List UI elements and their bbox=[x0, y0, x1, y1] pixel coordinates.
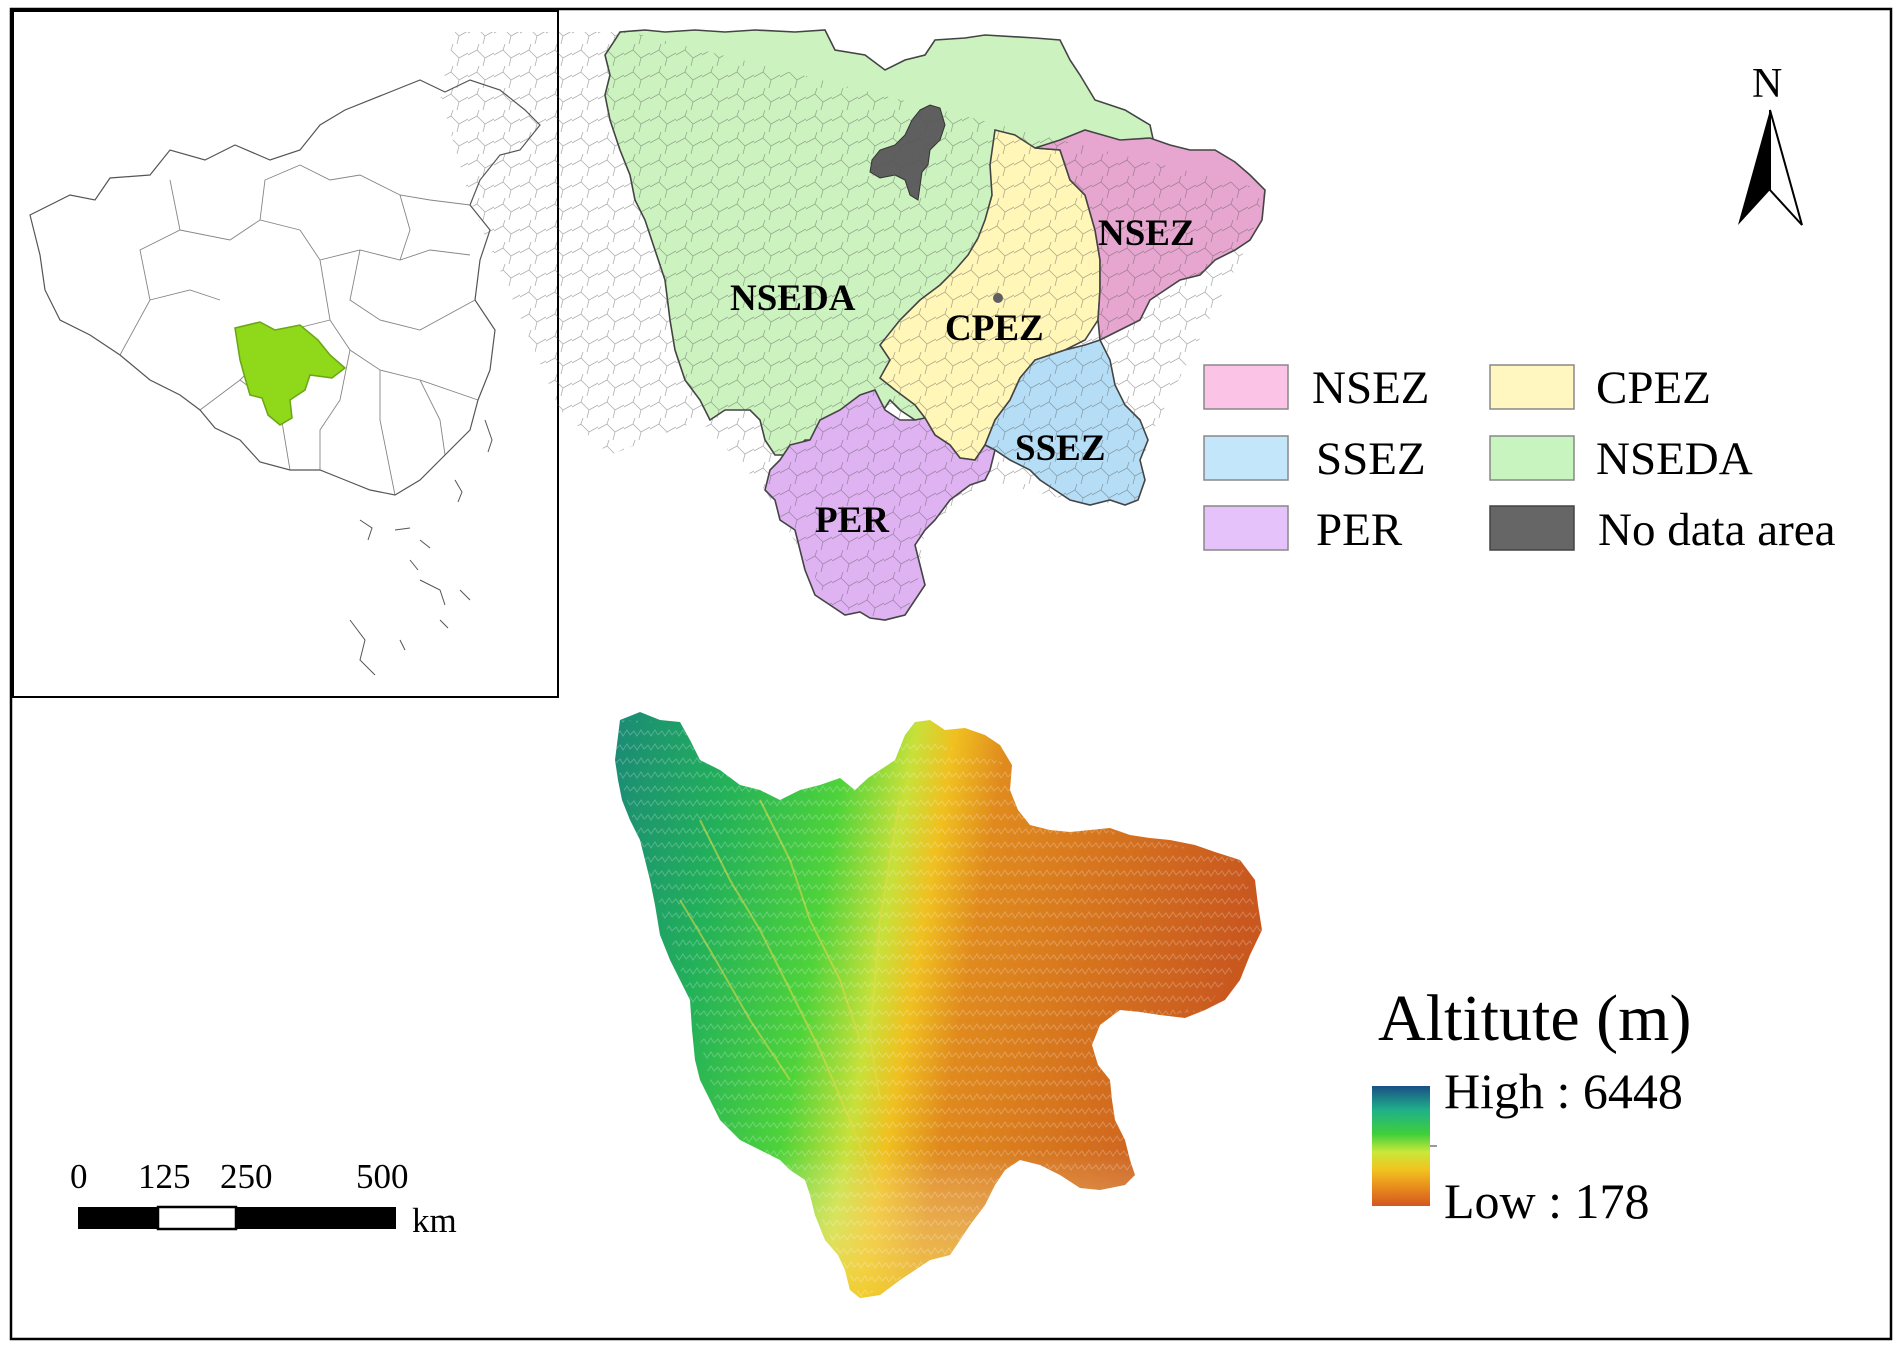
scale-tick-125: 125 bbox=[138, 1157, 191, 1196]
zone-label-cpez: CPEZ bbox=[945, 308, 1044, 349]
legend-swatch-nseda bbox=[1489, 435, 1575, 481]
sichuan-highlight bbox=[234, 321, 347, 426]
altitude-color-ramp bbox=[1372, 1086, 1430, 1206]
altitude-high-label: High : 6448 bbox=[1444, 1063, 1683, 1119]
north-arrow-icon bbox=[1738, 110, 1770, 225]
legend-label-no-data: No data area bbox=[1598, 504, 1836, 556]
river-valleys bbox=[679, 799, 901, 1201]
altitude-legend-title: Altitute (m) bbox=[1378, 982, 1691, 1055]
north-arrow-label: N bbox=[1752, 61, 1782, 107]
legend-label-cpez: CPEZ bbox=[1596, 362, 1711, 414]
china-inset-map bbox=[12, 10, 559, 698]
scale-bar: 0 125 250 500 km bbox=[70, 1157, 457, 1240]
north-arrow: N bbox=[1738, 61, 1803, 226]
zone-label-ssez: SSEZ bbox=[1015, 428, 1106, 469]
island-dots bbox=[349, 419, 493, 676]
altitude-legend: Altitute (m) High : 6448 Low : 178 bbox=[1372, 982, 1691, 1229]
scale-bar-segment-2 bbox=[156, 1205, 238, 1231]
dem-altitude-map bbox=[615, 712, 1262, 1298]
scale-bar-segment-1 bbox=[78, 1207, 158, 1229]
legend-label-nsez: NSEZ bbox=[1312, 362, 1430, 414]
legend-swatch-cpez bbox=[1489, 364, 1575, 410]
legend-label-ssez: SSEZ bbox=[1316, 433, 1426, 485]
legend-swatch-per bbox=[1203, 505, 1289, 551]
legend-swatch-no-data bbox=[1489, 505, 1575, 551]
zone-label-nseda: NSEDA bbox=[730, 278, 856, 319]
scale-tick-500: 500 bbox=[356, 1157, 409, 1196]
scale-bar-segment-3 bbox=[236, 1207, 396, 1229]
scale-tick-0: 0 bbox=[70, 1157, 88, 1196]
zone-label-per: PER bbox=[815, 500, 890, 541]
legend-swatch-ssez bbox=[1203, 435, 1289, 481]
zone-label-nsez: NSEZ bbox=[1098, 213, 1195, 254]
scale-unit: km bbox=[412, 1201, 457, 1240]
figure-frame bbox=[9, 7, 1893, 1341]
zone-legend: NSEZ CPEZ SSEZ NSEDA PER No data area bbox=[1203, 362, 1836, 556]
legend-label-nseda: NSEDA bbox=[1596, 433, 1753, 485]
legend-swatch-nsez bbox=[1203, 364, 1289, 410]
county-boundaries bbox=[440, 32, 1265, 620]
zone-map: NSEDA CPEZ NSEZ SSEZ PER bbox=[440, 29, 1266, 621]
scale-tick-250: 250 bbox=[220, 1157, 273, 1196]
altitude-low-label: Low : 178 bbox=[1444, 1173, 1650, 1229]
legend-label-per: PER bbox=[1316, 504, 1403, 556]
